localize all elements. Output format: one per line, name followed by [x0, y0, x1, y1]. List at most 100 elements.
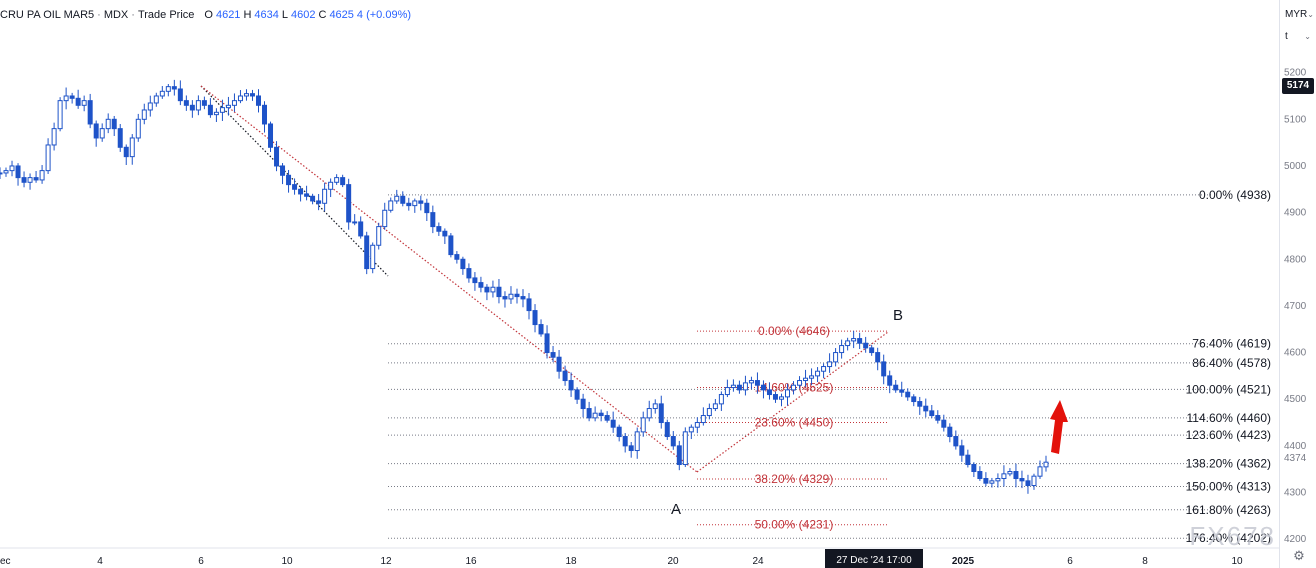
candle-body — [718, 394, 724, 405]
candle-body — [153, 95, 159, 104]
candle-body — [51, 128, 57, 146]
candle-body — [352, 221, 358, 224]
candle-body — [833, 352, 839, 363]
x-tick-label: 8 — [1142, 556, 1148, 567]
price-chart[interactable]: 0.00% (4938) 76.40% (4619) 86.40% (4578) 10… — [0, 0, 1280, 568]
candle-body — [406, 202, 412, 207]
candle-body — [923, 405, 929, 412]
candle-body — [664, 422, 670, 438]
candle-body — [748, 380, 754, 384]
fibonacci-layer: 0.00% (4938) 76.40% (4619) 86.40% (4578) 10… — [388, 188, 1271, 545]
candle-body — [658, 403, 664, 424]
fib-retracement-label: 23.60% (4450) — [755, 416, 834, 430]
x-tick-label: ec — [0, 556, 11, 567]
candle-body — [766, 389, 772, 396]
candle-body — [562, 370, 568, 382]
candle-body — [364, 235, 370, 270]
settings-gear-icon[interactable]: ⚙ — [1293, 548, 1305, 563]
x-tick-label: 12 — [380, 556, 392, 567]
candle-body — [394, 195, 400, 202]
close-value: 4625 — [329, 9, 354, 21]
candle-body — [899, 389, 905, 393]
candle-body — [171, 86, 177, 90]
candle-body — [262, 104, 268, 125]
candle-body — [69, 95, 75, 99]
candle-body — [628, 445, 634, 452]
fib-extension-label: 0.00% (4938) — [1199, 188, 1271, 202]
x-tick-label: 2025 — [952, 556, 975, 567]
fib-extension-label: 100.00% (4521) — [1186, 382, 1271, 396]
candle-body — [376, 226, 382, 246]
candle-body — [791, 384, 797, 391]
y-tick-label: 5000 — [1284, 161, 1307, 172]
candle-body — [947, 426, 953, 438]
y-tick-label: 5200 — [1284, 68, 1307, 79]
trendline-layer — [200, 85, 889, 473]
candle-body — [346, 184, 352, 223]
candle-body — [917, 401, 923, 407]
currency-selector[interactable]: MYR ⌄ — [1283, 6, 1314, 24]
candle-body — [646, 408, 652, 419]
candle-body — [772, 394, 778, 400]
candle-body — [213, 111, 219, 116]
up-arrow-icon — [1050, 400, 1068, 454]
candle-body — [592, 412, 598, 419]
candle-body — [111, 118, 117, 130]
candle-body — [328, 181, 334, 190]
candle-body — [941, 419, 947, 428]
candle-body — [117, 128, 123, 148]
high-value: 4634 — [254, 9, 279, 21]
candle-body — [809, 375, 815, 379]
candle-body — [45, 144, 51, 172]
candle-body — [189, 104, 195, 111]
candle-body — [688, 426, 694, 433]
candle-body — [268, 123, 274, 148]
candle-body — [1007, 471, 1013, 475]
candlestick-series — [0, 79, 1049, 494]
candle-body — [490, 286, 496, 293]
candle-body — [478, 282, 484, 288]
fib-extension-label: 138.20% (4362) — [1186, 457, 1271, 471]
unit-selector[interactable]: t ⌄ — [1283, 28, 1313, 46]
candle-body — [3, 170, 9, 174]
crosshair-time-label: 27 Dec '24 17:00 — [836, 555, 912, 566]
price-scale[interactable]: 5200 5100 5000 4900 4800 4700 4600 4500 4400 4300… — [1280, 0, 1316, 568]
candle-body — [322, 188, 328, 204]
candle-body — [935, 415, 941, 421]
candle-body — [286, 174, 292, 186]
candle-body — [851, 338, 857, 342]
candle-body — [63, 95, 69, 102]
candle-body — [857, 338, 863, 344]
price-axis-panel[interactable]: MYR ⌄ t ⌄ 5200 5100 5000 4900 4800 4700 4600 45… — [1279, 0, 1316, 568]
candle-body — [1025, 480, 1031, 487]
candle-body — [634, 431, 640, 452]
candle-body — [538, 324, 544, 335]
candle-body — [105, 118, 111, 130]
candle-body — [959, 445, 965, 456]
fib-extension-label: 161.80% (4263) — [1186, 503, 1271, 517]
candle-body — [742, 382, 748, 391]
trend-line-red-bc — [696, 331, 889, 473]
candle-body — [911, 396, 917, 403]
low-label: L — [281, 9, 288, 21]
symbol-header: CRU PA OIL MAR5 · MDX · Trade Price O 462… — [0, 6, 411, 24]
candle-body — [430, 212, 436, 228]
fib-extension-label: 86.40% (4578) — [1192, 356, 1271, 370]
time-axis[interactable]: ec 4 6 10 12 16 18 20 24 2025 6 8 10 27 Dec '24 17:00 — [0, 549, 1243, 568]
candle-body — [1019, 478, 1025, 482]
candle-body — [754, 380, 760, 386]
fib-retracement-label: 0.00% (4646) — [758, 324, 830, 338]
y-tick-label: 4800 — [1284, 254, 1307, 265]
candle-body — [622, 436, 628, 447]
y-tick-label: 4200 — [1284, 534, 1307, 545]
chevron-down-icon: ⌄ — [1307, 10, 1314, 19]
candle-body — [57, 100, 63, 130]
candle-body — [358, 221, 364, 237]
x-tick-label: 10 — [1231, 556, 1243, 567]
candle-body — [454, 254, 460, 260]
symbol-name[interactable]: CRU PA OIL MAR5 — [0, 9, 95, 21]
last-price-tag: 5174 — [1282, 78, 1314, 94]
x-tick-label: 6 — [198, 556, 204, 567]
candle-body — [682, 431, 688, 466]
candle-body — [881, 361, 887, 377]
